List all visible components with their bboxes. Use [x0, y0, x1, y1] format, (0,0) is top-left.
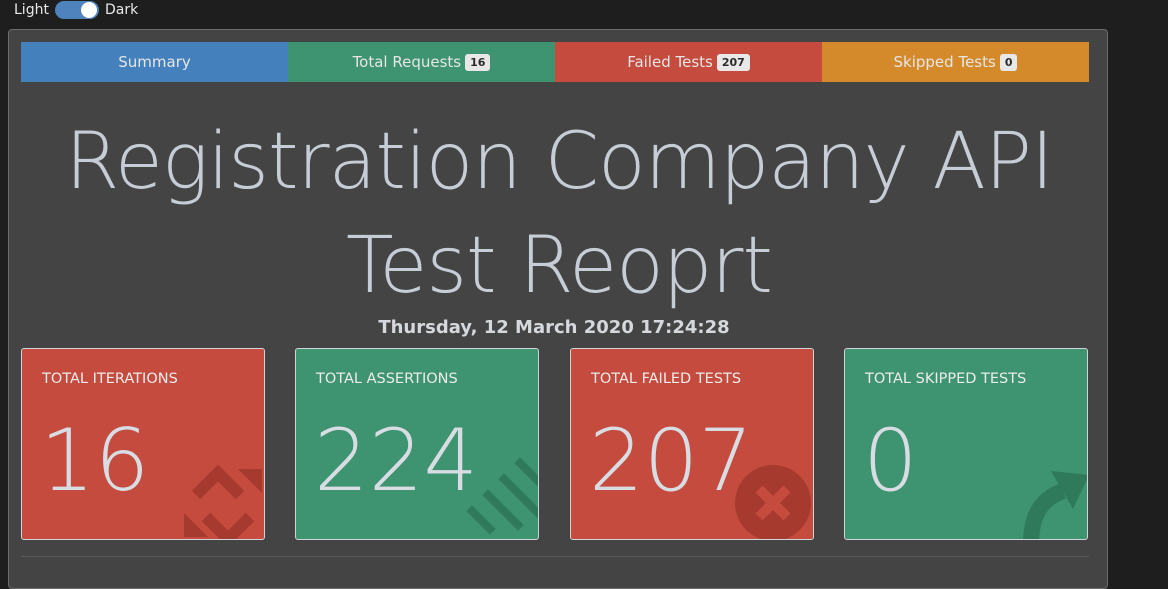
card-label: TOTAL ITERATIONS — [42, 371, 178, 387]
report-title-line1: Registration Company API — [65, 117, 1054, 207]
card-total-failed-tests: TOTAL FAILED TESTS 207 — [570, 348, 814, 540]
report-panel: Summary Total Requests 16 Failed Tests 2… — [8, 29, 1108, 589]
times-circle-icon — [735, 465, 811, 539]
divider — [21, 556, 1089, 557]
theme-toggle[interactable] — [54, 1, 99, 19]
card-total-iterations: TOTAL ITERATIONS 16 — [21, 348, 265, 540]
tab-summary-label: Summary — [118, 53, 191, 71]
report-title: Registration Company API Test Reoprt — [9, 110, 1109, 318]
share-icon — [1023, 471, 1087, 539]
card-total-assertions: TOTAL ASSERTIONS 224 — [295, 348, 539, 540]
stripes-icon — [466, 457, 538, 535]
card-value: 224 — [314, 411, 479, 511]
tab-failed-tests-label: Failed Tests — [627, 53, 713, 71]
failed-tests-badge: 207 — [716, 53, 750, 71]
tab-skipped-tests[interactable]: Skipped Tests 0 — [822, 42, 1089, 82]
summary-cards: TOTAL ITERATIONS 16 TOTAL ASSERTIONS 224 — [21, 348, 1089, 540]
card-total-skipped-tests: TOTAL SKIPPED TESTS 0 — [844, 348, 1088, 540]
card-value: 207 — [589, 411, 754, 511]
light-label: Light — [14, 2, 49, 18]
card-label: TOTAL FAILED TESTS — [591, 371, 742, 387]
skipped-tests-badge: 0 — [999, 53, 1018, 71]
toggle-knob — [80, 2, 97, 18]
tab-skipped-tests-label: Skipped Tests — [893, 53, 996, 71]
card-label: TOTAL SKIPPED TESTS — [865, 371, 1027, 387]
nav-tabs: Summary Total Requests 16 Failed Tests 2… — [21, 42, 1089, 82]
total-requests-badge: 16 — [465, 53, 491, 71]
tab-total-requests-label: Total Requests — [352, 53, 462, 71]
card-value: 16 — [40, 411, 150, 511]
report-title-line2: Test Reoprt — [346, 221, 773, 311]
card-label: TOTAL ASSERTIONS — [316, 371, 458, 387]
dark-label: Dark — [104, 2, 139, 18]
theme-switch: Light Dark — [14, 0, 138, 20]
sync-icon — [184, 464, 262, 539]
report-date: Thursday, 12 March 2020 17:24:28 — [378, 317, 730, 338]
tab-summary[interactable]: Summary — [21, 42, 288, 82]
tab-failed-tests[interactable]: Failed Tests 207 — [555, 42, 822, 82]
card-value: 0 — [863, 411, 918, 511]
tab-total-requests[interactable]: Total Requests 16 — [288, 42, 555, 82]
